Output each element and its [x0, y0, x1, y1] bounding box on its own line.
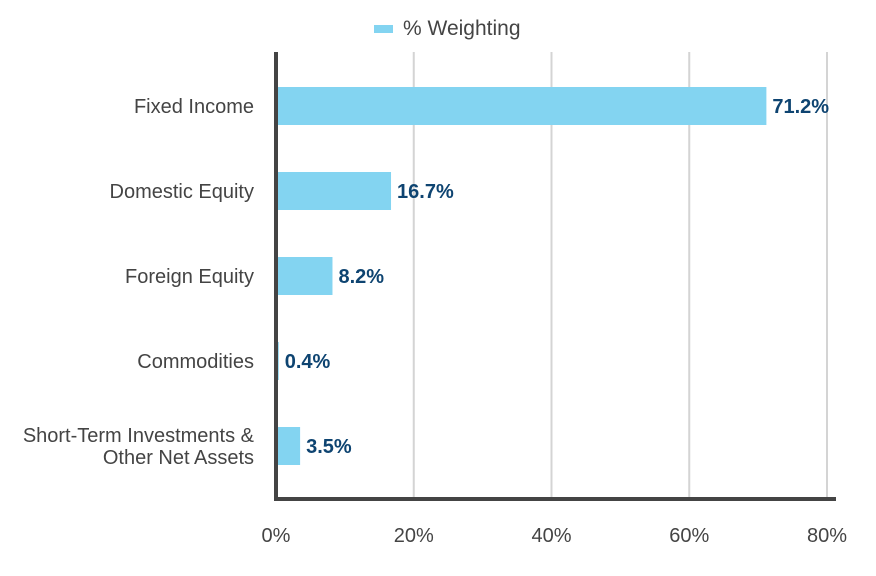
- data-label: 71.2%: [772, 96, 829, 118]
- bar: [276, 427, 301, 465]
- chart-legend: % Weighting: [374, 17, 521, 41]
- data-label: 8.2%: [338, 266, 384, 288]
- labels: 0% 20% 40% 60% 80% Fixed Income 71.2% Domestic …: [23, 96, 847, 547]
- gridlines: [412, 52, 828, 499]
- data-label: 0.4%: [285, 351, 331, 373]
- category-label: Short-Term Investments & Other Net Assets: [23, 425, 255, 469]
- category-label: Foreign Equity: [125, 266, 254, 288]
- legend-label: % Weighting: [403, 17, 521, 40]
- category-label: Commodities: [137, 351, 254, 373]
- x-tick-label: 80%: [807, 525, 847, 547]
- axes: [274, 52, 836, 501]
- category-label: Fixed Income: [134, 96, 254, 118]
- bar: [276, 87, 767, 125]
- bars: [276, 87, 767, 465]
- x-tick-label: 60%: [669, 525, 709, 547]
- category-label: Domestic Equity: [110, 181, 255, 203]
- legend-swatch: [374, 25, 393, 33]
- x-tick-label: 40%: [531, 525, 571, 547]
- data-label: 3.5%: [306, 436, 352, 458]
- bar: [276, 172, 392, 210]
- x-tick-label: 0%: [262, 525, 291, 547]
- data-label: 16.7%: [397, 181, 454, 203]
- bar: [276, 257, 333, 295]
- x-tick-label: 20%: [394, 525, 434, 547]
